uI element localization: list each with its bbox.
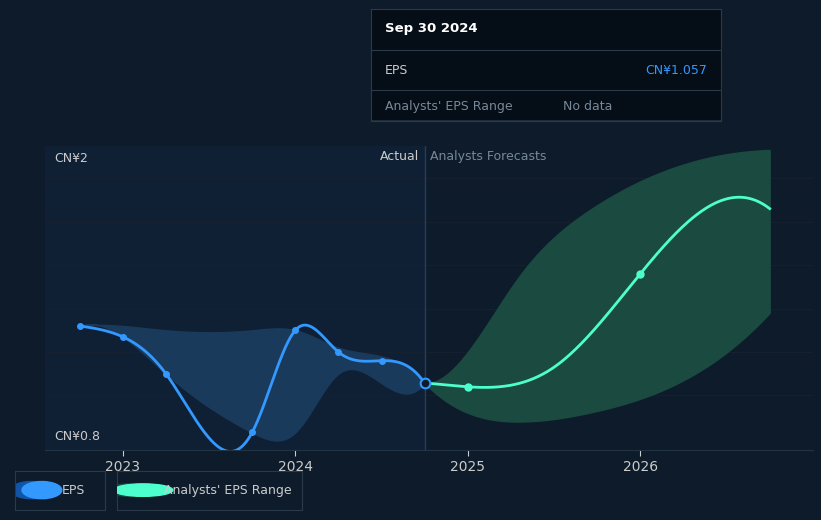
Text: No data: No data bbox=[563, 100, 612, 113]
Text: CN¥0.8: CN¥0.8 bbox=[54, 430, 100, 443]
Circle shape bbox=[103, 484, 162, 496]
Circle shape bbox=[113, 484, 172, 496]
Text: CN¥1.057: CN¥1.057 bbox=[645, 64, 707, 77]
Text: Analysts' EPS Range: Analysts' EPS Range bbox=[163, 484, 291, 497]
Circle shape bbox=[11, 482, 51, 499]
Bar bbox=[45, 146, 424, 450]
Text: Sep 30 2024: Sep 30 2024 bbox=[385, 22, 478, 35]
Text: EPS: EPS bbox=[62, 484, 85, 497]
Text: Actual: Actual bbox=[380, 150, 420, 163]
Text: Analysts' EPS Range: Analysts' EPS Range bbox=[385, 100, 512, 113]
Circle shape bbox=[22, 482, 62, 499]
Text: CN¥2: CN¥2 bbox=[54, 152, 88, 165]
Text: Analysts Forecasts: Analysts Forecasts bbox=[430, 150, 546, 163]
Text: EPS: EPS bbox=[385, 64, 409, 77]
